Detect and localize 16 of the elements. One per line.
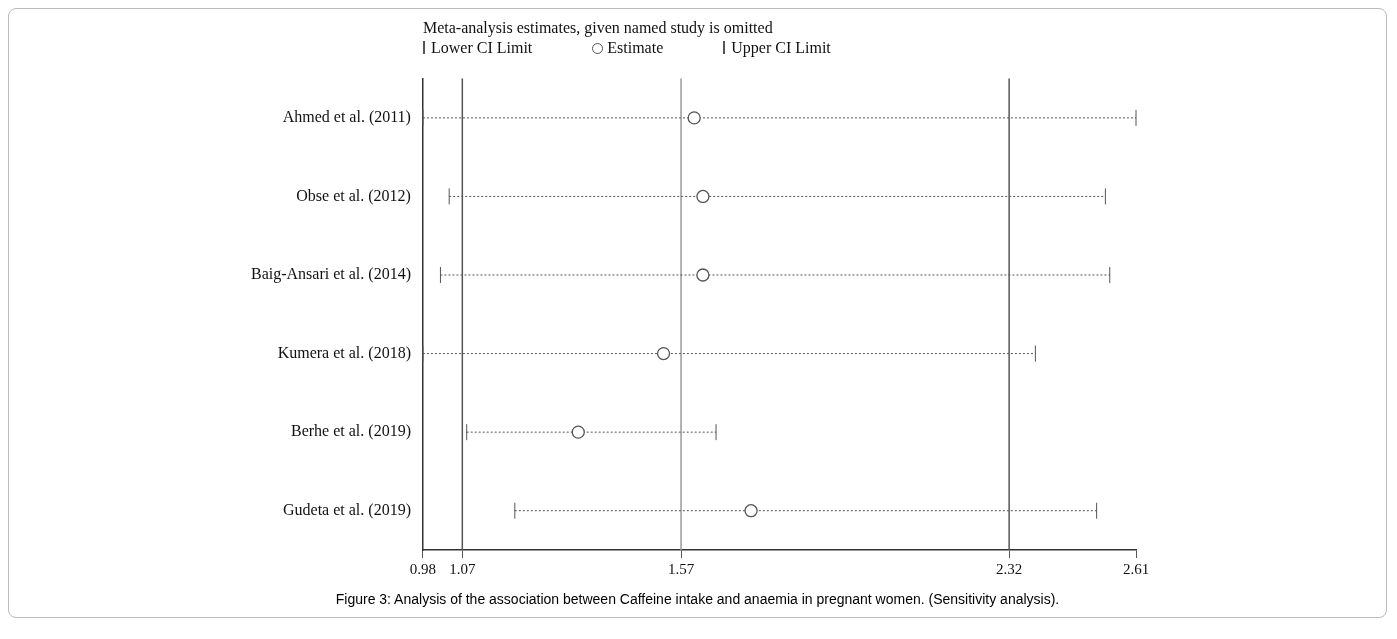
- legend-label: Estimate: [607, 39, 664, 57]
- y-tick-label: Gudeta et al. (2019): [283, 500, 411, 519]
- x-tick-label: 2.32: [996, 560, 1023, 577]
- x-tick-label: 1.57: [667, 560, 695, 577]
- y-tick-label: Berhe et al. (2019): [291, 422, 411, 441]
- text: Upper CI Limit: [731, 39, 831, 56]
- y-tick-label: Ahmed et al. (2011): [282, 108, 411, 127]
- y-tick-label: Kumera et al. (2018): [277, 343, 411, 362]
- x-tick-label: 1.07: [449, 560, 476, 577]
- y-tick-label: Obse et al. (2012): [296, 186, 411, 205]
- chart-title: Meta-analysis estimates, given named study is omitted: [422, 19, 774, 37]
- caption: Figure 3: Analysis of the association between Caffeine intake and anaemia in pregnant women. (Sensitivity analysis).: [334, 590, 1061, 609]
- text: Lower CI Limit: [430, 39, 533, 56]
- x-tick-label: 2.61: [1122, 560, 1150, 577]
- x-tick-label: 0.98: [409, 560, 437, 577]
- y-tick-label: Baig-Ansari et al. (2014): [251, 265, 411, 284]
